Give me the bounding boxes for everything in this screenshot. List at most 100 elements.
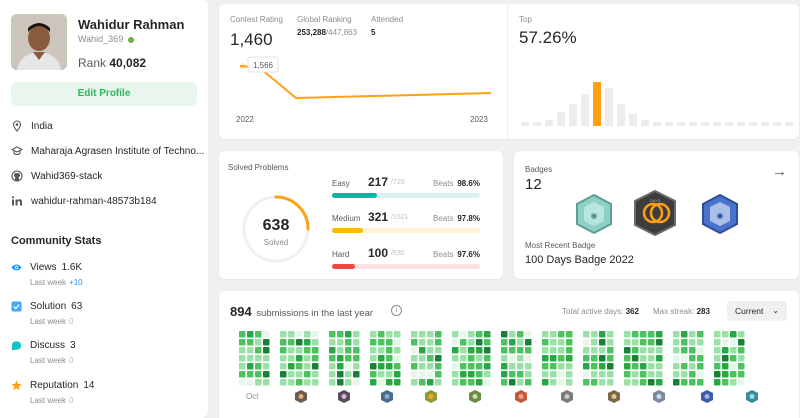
heatmap-cell <box>738 331 745 338</box>
heatmap-cell <box>304 379 311 386</box>
heatmap-cell <box>312 363 319 370</box>
stat-solution: Solution 63 <box>11 301 82 312</box>
heatmap-cell <box>255 371 262 378</box>
heatmap-cell <box>419 331 426 338</box>
heatmap-cell <box>714 339 721 346</box>
heatmap-cell <box>689 331 696 338</box>
mini-badge-icon <box>381 390 393 403</box>
hist-bar <box>701 122 709 126</box>
hist-bar <box>569 104 577 126</box>
heatmap-cell <box>583 363 590 370</box>
info-icon[interactable]: i <box>391 305 402 316</box>
heatmap-cell <box>730 371 737 378</box>
heatmap-cell <box>542 347 549 354</box>
github-row[interactable]: Wahid369-stack <box>11 170 102 182</box>
heatmap-cell <box>542 379 549 386</box>
heatmap-cell <box>501 339 508 346</box>
heatmap-cell <box>288 339 295 346</box>
arrow-right-icon[interactable]: → <box>772 163 787 180</box>
heatmap-cell <box>312 347 319 354</box>
heatmap-cell <box>607 379 614 386</box>
chat-bubble-icon <box>11 341 22 351</box>
heatmap-cell <box>730 339 737 346</box>
heatmap-cell <box>452 371 459 378</box>
heatmap-cell <box>452 363 459 370</box>
heatmap-cell <box>566 339 573 346</box>
heatmap-cell <box>239 355 246 362</box>
heatmap-cell <box>558 331 565 338</box>
heatmap-cell <box>435 363 442 370</box>
heatmap-cell <box>673 331 680 338</box>
hist-bar <box>725 122 733 126</box>
badge-blue[interactable]: ◉ <box>700 193 740 235</box>
heatmap-cell <box>697 363 704 370</box>
difficulty-medium[interactable]: Medium 321 /1521 Beats 97.8% <box>332 210 480 238</box>
heatmap-cell <box>697 331 704 338</box>
heatmap-cell <box>484 363 491 370</box>
linkedin-row[interactable]: wahidur-rahman-48573b184 <box>11 195 157 207</box>
heatmap-cell <box>239 379 246 386</box>
status-dot-icon <box>127 36 134 43</box>
heatmap-cell <box>714 371 721 378</box>
top-histogram[interactable] <box>519 64 794 127</box>
heatmap-cell <box>386 339 393 346</box>
heatmap-cell <box>501 331 508 338</box>
heatmap-cell <box>558 371 565 378</box>
heatmap-cell <box>468 371 475 378</box>
rating-tooltip <box>247 56 279 73</box>
heatmap-cell <box>353 331 360 338</box>
heatmap-cell <box>411 379 418 386</box>
heatmap-cell <box>673 355 680 362</box>
badge-100-days[interactable]: DAYS <box>632 189 678 237</box>
heatmap-cell <box>673 339 680 346</box>
heatmap-cell <box>624 355 631 362</box>
rating-line-chart[interactable]: 1,566 <box>219 4 507 139</box>
checkbox-icon <box>11 301 22 312</box>
heatmap-cell <box>263 339 270 346</box>
heatmap-cell <box>673 371 680 378</box>
mini-badge-icon <box>701 390 713 403</box>
heatmap-cell <box>583 379 590 386</box>
heatmap-cell <box>337 379 344 386</box>
hard-progress-fill <box>332 264 355 269</box>
github-link[interactable]: Wahid369-stack <box>31 170 103 182</box>
heatmap-cell <box>599 331 606 338</box>
linkedin-link[interactable]: wahidur-rahman-48573b184 <box>31 195 157 207</box>
heatmap-cell <box>329 363 336 370</box>
difficulty-hard[interactable]: Hard 100 /635 Beats 97.6% <box>332 246 480 274</box>
heatmap-cell <box>427 371 434 378</box>
heatmap-cell <box>509 379 516 386</box>
heatmap-cell <box>624 371 631 378</box>
heatmap-cell <box>394 347 401 354</box>
heatmap-cell <box>353 379 360 386</box>
heatmap-cell <box>255 347 262 354</box>
heatmap-cell <box>583 339 590 346</box>
heatmap-cell <box>566 331 573 338</box>
solved-ring[interactable] <box>240 193 312 265</box>
heatmap-cell <box>427 339 434 346</box>
mini-badge-icon <box>338 390 350 403</box>
heatmap-cell <box>476 355 483 362</box>
year-select[interactable]: Current ⌄ <box>727 301 787 321</box>
avatar[interactable] <box>11 14 67 70</box>
heatmap-cell <box>476 339 483 346</box>
heatmap-cell <box>624 379 631 386</box>
difficulty-easy[interactable]: Easy 217 /720 Beats 98.6% <box>332 175 480 203</box>
heatmap-cell <box>550 339 557 346</box>
submission-heatmap[interactable] <box>239 331 789 389</box>
heatmap-cell <box>386 363 393 370</box>
heatmap-cell <box>509 371 516 378</box>
edit-profile-button[interactable]: Edit Profile <box>11 82 197 106</box>
badge-teal[interactable]: ◉ <box>574 193 614 235</box>
heatmap-cell <box>288 331 295 338</box>
mini-badge-icon <box>295 390 307 403</box>
heatmap-cell <box>296 379 303 386</box>
heatmap-cell <box>468 363 475 370</box>
heatmap-cell <box>517 355 524 362</box>
heatmap-cell <box>427 331 434 338</box>
hist-bar <box>557 112 565 126</box>
hist-bar <box>545 120 553 126</box>
heatmap-cell <box>337 347 344 354</box>
heatmap-cell <box>681 379 688 386</box>
heatmap-cell <box>263 347 270 354</box>
